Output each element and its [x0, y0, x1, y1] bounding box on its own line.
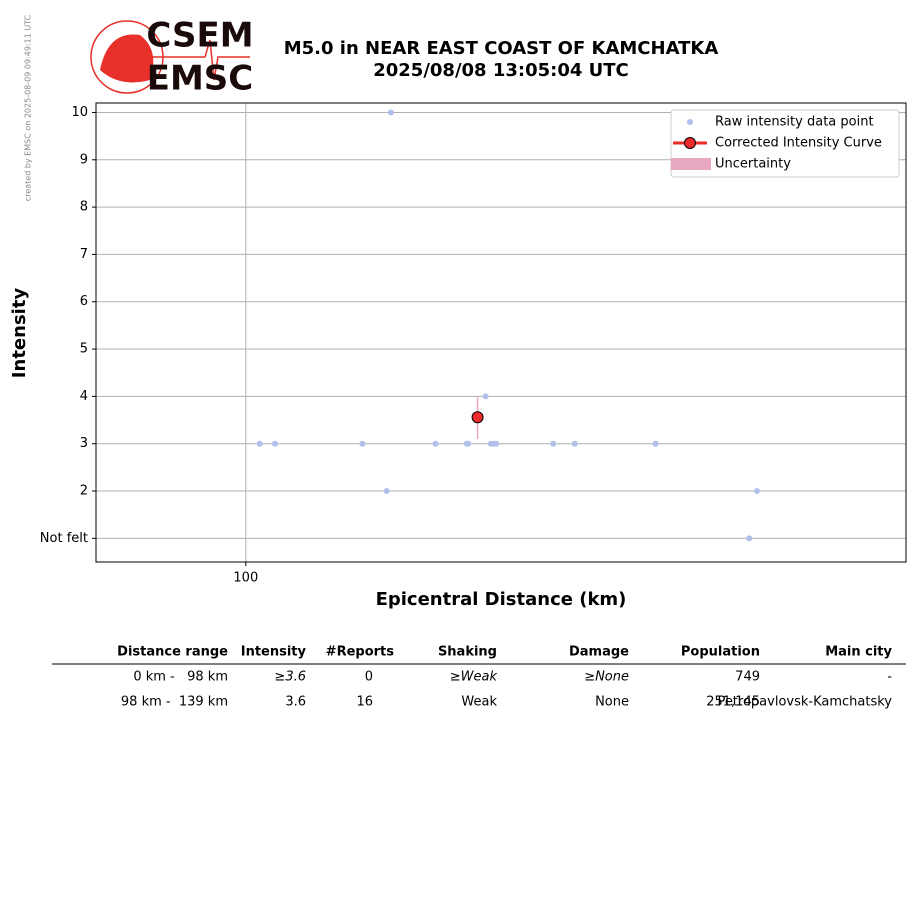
data-point	[550, 440, 557, 447]
legend: Raw intensity data point Corrected Intens…	[670, 109, 900, 178]
data-point	[359, 440, 366, 447]
corrected-point	[471, 411, 484, 424]
legend-box	[670, 109, 900, 178]
logo: CSEM EMSC	[90, 16, 254, 99]
y-tick-label: 10	[71, 105, 88, 120]
legend-marker	[684, 137, 696, 149]
table-cell: -	[887, 670, 892, 685]
data-point	[746, 535, 753, 542]
table-cell: 3.6	[285, 695, 306, 710]
table-cell: ≥Weak	[450, 670, 498, 685]
legend-marker	[687, 119, 693, 125]
data-point	[383, 488, 390, 495]
table-header: Intensity	[241, 645, 307, 660]
table-cell: Petropavlovsk-Kamchatsky	[717, 695, 892, 710]
table-header: Damage	[569, 645, 629, 660]
plot-frame	[95, 102, 907, 563]
y-tick-label: 7	[80, 247, 88, 262]
table-cell: 251,145	[706, 695, 760, 710]
logo-map	[100, 34, 154, 83]
credit: created by EMSC on 2025-08-09 09:49:11 U…	[24, 14, 33, 201]
data-point	[754, 488, 761, 495]
chart-title: M5.0 in NEAR EAST COAST OF KAMCHATKA	[284, 38, 719, 59]
y-tick-label: 3	[80, 436, 88, 451]
x-tick-label: 100	[233, 571, 258, 586]
legend-label: Uncertainty	[715, 157, 791, 172]
table-cell: Weak	[461, 695, 497, 710]
chart-subtitle: 2025/08/08 13:05:04 UTC	[373, 60, 629, 81]
legend-label: Corrected Intensity Curve	[715, 136, 882, 151]
data-point	[432, 440, 439, 447]
data-point	[482, 393, 489, 400]
table-header: #Reports	[326, 645, 395, 660]
y-tick-label: Not felt	[40, 531, 88, 546]
logo-top: CSEM	[146, 16, 253, 56]
table-header: Shaking	[438, 645, 497, 660]
y-tick-label: 9	[80, 152, 88, 167]
table-cell: 98 km - 139 km	[121, 695, 228, 710]
table-header: Main city	[825, 645, 892, 660]
table-cell: None	[595, 695, 629, 710]
y-tick-label: 5	[80, 342, 88, 357]
table-cell: 16	[356, 695, 373, 710]
y-tick-label: 4	[80, 389, 88, 404]
data-point	[256, 440, 263, 447]
logo-bottom: EMSC	[147, 59, 254, 99]
table-header: Distance range	[117, 645, 228, 660]
data-point	[571, 440, 578, 447]
logo-wave	[150, 39, 250, 81]
y-axis-label: Intensity	[9, 288, 30, 379]
data-point	[493, 440, 500, 447]
y-tick-label: 8	[80, 200, 88, 215]
table-cell: 0	[365, 670, 373, 685]
table-cell: 749	[735, 670, 760, 685]
data-point	[387, 109, 394, 116]
y-tick-label: 2	[80, 484, 88, 499]
table-cell: 0 km - 98 km	[133, 670, 228, 685]
y-tick-label: 6	[80, 294, 88, 309]
x-axis-label: Epicentral Distance (km)	[376, 589, 627, 610]
data-point	[652, 440, 659, 447]
legend-marker	[671, 158, 711, 170]
table-cell: ≥None	[584, 670, 629, 685]
data-point	[465, 440, 472, 447]
table-header: Population	[681, 645, 760, 660]
legend-label: Raw intensity data point	[715, 115, 874, 130]
table-cell: ≥3.6	[274, 670, 306, 685]
data-point	[272, 440, 279, 447]
